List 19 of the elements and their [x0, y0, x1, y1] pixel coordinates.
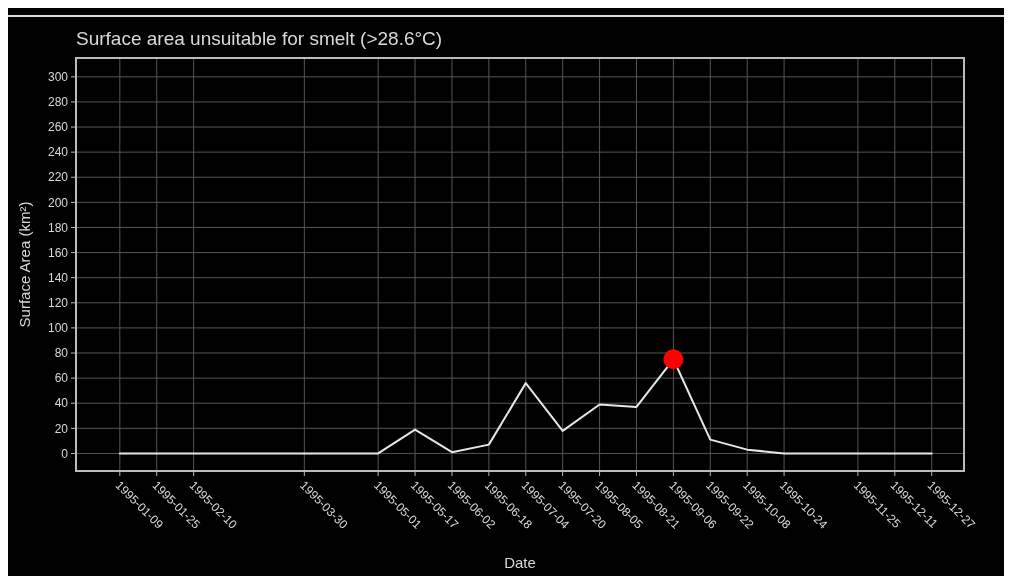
y-tick-label: 220	[47, 170, 69, 185]
y-tick-label: 180	[47, 220, 69, 235]
x-axis-title: Date	[504, 554, 536, 571]
y-tick-label: 20	[54, 421, 69, 436]
y-tick-label: 160	[47, 245, 69, 260]
y-tick-label: 200	[47, 195, 69, 210]
y-tick-label: 40	[54, 396, 69, 411]
y-tick-label: 100	[47, 321, 69, 336]
y-tick-label: 120	[47, 295, 69, 310]
y-tick-label: 0	[61, 446, 69, 461]
y-tick-label: 260	[47, 120, 69, 135]
y-tick-label: 280	[47, 95, 69, 110]
y-tick-label: 80	[54, 346, 69, 361]
y-tick-label: 60	[54, 371, 69, 386]
y-tick-label: 300	[47, 70, 69, 85]
y-tick-label: 140	[47, 270, 69, 285]
y-tick-label: 240	[47, 145, 69, 160]
y-axis-title: Surface Area (km²)	[16, 201, 33, 328]
chart-title: Surface area unsuitable for smelt (>28.6°C)	[76, 28, 443, 49]
